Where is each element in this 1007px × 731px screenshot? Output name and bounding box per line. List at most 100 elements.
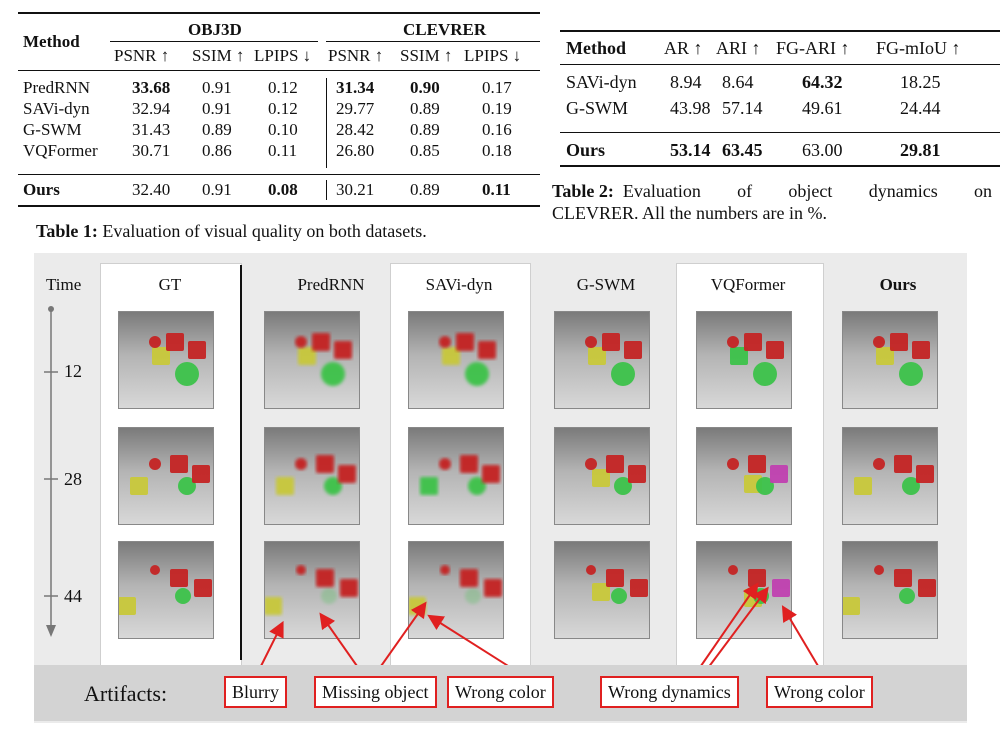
column-label-3: G-SWM — [576, 275, 636, 294]
frame-gt-t28 — [118, 427, 214, 525]
table-1: Method OBJ3D CLEVRER PSNR ↑ SSIM ↑ LPIPS ↓… — [18, 8, 540, 248]
frame-ours-t12 — [842, 311, 938, 409]
column-label-0: GT — [158, 275, 182, 294]
frame-vqformer-t28 — [696, 427, 792, 525]
table-1-caption-label: Table 1: — [36, 221, 98, 241]
t2-cell: 8.64 — [722, 72, 754, 92]
t1-cell: 33.68 — [132, 78, 171, 97]
t2-ours-method: Ours — [566, 140, 606, 160]
frame-predrnn-t44 — [264, 541, 360, 639]
t1-cell: 0.18 — [482, 141, 512, 160]
t1-cell: 0.16 — [482, 120, 512, 139]
t1-header-method: Method — [23, 32, 80, 51]
frame-ours-t44 — [842, 541, 938, 639]
time-tick-44: 44 — [64, 586, 82, 606]
column-label-1: PredRNN — [297, 275, 365, 294]
t1-cell: 31.34 — [336, 78, 375, 97]
t1-col-header-1: SSIM ↑ — [192, 46, 245, 65]
t1-header-obj3d: OBJ3D — [188, 20, 242, 39]
column-label-2: SAVi-dyn — [425, 275, 493, 294]
t1-cell: 0.86 — [202, 141, 232, 160]
t1-row-method: VQFormer — [23, 141, 98, 160]
t1-cell: 0.12 — [268, 78, 298, 97]
t1-col-header-4: SSIM ↑ — [400, 46, 453, 65]
t1-col-header-0: PSNR ↑ — [114, 46, 170, 65]
time-axis-arrow — [44, 306, 58, 637]
frame-g-swm-t28 — [554, 427, 650, 525]
t2-cell: 8.94 — [670, 72, 702, 92]
t1-cell: 28.42 — [336, 120, 375, 139]
t1-cell: 30.71 — [132, 141, 171, 160]
artifact-arrow — [693, 582, 759, 677]
t1-ours-cell: 0.89 — [410, 180, 440, 199]
t1-cell: 0.90 — [410, 78, 440, 97]
gt-divider — [240, 265, 242, 660]
t1-row-method: G-SWM — [23, 120, 82, 139]
frame-gt-t12 — [118, 311, 214, 409]
column-label-5: Ours — [879, 275, 917, 294]
t1-cell: 0.17 — [482, 78, 512, 97]
t1-ours-cell: 0.11 — [482, 180, 511, 199]
artifact-wrong-color: Wrong color — [447, 676, 554, 708]
frame-g-swm-t44 — [554, 541, 650, 639]
t2-row-method: SAVi-dyn — [566, 72, 637, 92]
artifact-arrows — [255, 582, 825, 677]
t2-ours-cell: 53.14 — [670, 140, 711, 160]
t2-ours-cell: 29.81 — [900, 140, 941, 160]
table-2-caption-line1: Evaluation of object dynamics on — [622, 181, 992, 201]
t2-header-4: FG-mIoU ↑ — [876, 38, 961, 58]
t2-cell: 64.32 — [802, 72, 843, 92]
t2-cell: 49.61 — [802, 98, 843, 118]
t1-cell: 0.12 — [268, 99, 298, 118]
artifact-wrong-color: Wrong color — [766, 676, 873, 708]
artifact-arrow — [701, 586, 769, 677]
table-2-caption-label: Table 2: — [552, 181, 614, 201]
t1-cell: 0.11 — [268, 141, 298, 160]
artifact-blurry: Blurry — [224, 676, 287, 708]
frame-ours-t28 — [842, 427, 938, 525]
table-1-caption-text: Evaluation of visual quality on both dat… — [102, 221, 427, 241]
artifact-missing-object: Missing object — [314, 676, 437, 708]
frame-predrnn-t28 — [264, 427, 360, 525]
artifacts-label: Artifacts: — [84, 681, 168, 706]
frame-predrnn-t12 — [264, 311, 360, 409]
t1-cell: 0.89 — [410, 120, 440, 139]
t1-row-method: SAVi-dyn — [23, 99, 90, 118]
t2-ours-cell: 63.45 — [722, 140, 763, 160]
t1-cell: 31.43 — [132, 120, 171, 139]
t2-header-2: ARI ↑ — [716, 38, 761, 58]
t1-cell: 0.85 — [410, 141, 440, 160]
t2-header-1: AR ↑ — [664, 38, 703, 58]
t2-ours-cell: 63.00 — [802, 140, 843, 160]
t1-col-header-3: PSNR ↑ — [328, 46, 384, 65]
table-2-caption: Table 2: Evaluation of object dynamics o… — [552, 180, 992, 224]
t1-ours-method: Ours — [23, 180, 60, 199]
t1-cell: 0.89 — [410, 99, 440, 118]
time-tick-12: 12 — [64, 361, 82, 381]
artifact-arrow — [373, 601, 427, 677]
frame-savi-dyn-t44 — [408, 541, 504, 639]
t1-header-clevrer: CLEVRER — [403, 20, 487, 39]
t1-cell: 0.91 — [202, 99, 232, 118]
frame-g-swm-t12 — [554, 311, 650, 409]
t2-header-3: FG-ARI ↑ — [776, 38, 850, 58]
t1-cell: 32.94 — [132, 99, 171, 118]
frame-savi-dyn-t12 — [408, 311, 504, 409]
t1-col-header-5: LPIPS ↓ — [464, 46, 522, 65]
table-2-caption-line2: CLEVRER. All the numbers are in %. — [552, 203, 827, 223]
t1-cell: 26.80 — [336, 141, 375, 160]
qualitative-figure: Time 12 28 44 GT PredRNN SAVi-dyn G-SWM VQForm… — [34, 253, 967, 723]
time-label: Time — [46, 275, 82, 294]
t1-row-method: PredRNN — [23, 78, 91, 97]
t1-ours-cell: 0.08 — [268, 180, 298, 199]
t2-row-method: G-SWM — [566, 98, 628, 118]
t2-cell: 57.14 — [722, 98, 763, 118]
t1-cell: 0.91 — [202, 78, 232, 97]
artifact-wrong-dynamics: Wrong dynamics — [600, 676, 739, 708]
table-1-caption: Table 1: Evaluation of visual quality on… — [36, 220, 427, 242]
t1-cell: 0.10 — [268, 120, 298, 139]
time-tick-28: 28 — [64, 469, 82, 489]
t2-header-0: Method — [566, 38, 626, 58]
table-2: Method AR ↑ ARI ↑ FG-ARI ↑ FG-mIoU ↑ SAVi-dy… — [560, 30, 1000, 170]
t2-cell: 43.98 — [670, 98, 711, 118]
